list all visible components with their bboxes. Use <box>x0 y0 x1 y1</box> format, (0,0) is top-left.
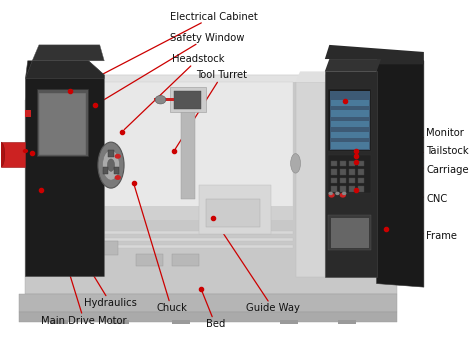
Bar <box>331 218 369 248</box>
Bar <box>331 142 369 148</box>
Bar <box>358 178 364 183</box>
Polygon shape <box>26 75 397 100</box>
Text: Cover: Cover <box>347 50 412 100</box>
Polygon shape <box>377 52 424 64</box>
Polygon shape <box>26 100 397 294</box>
Polygon shape <box>18 294 397 312</box>
Bar <box>358 186 364 192</box>
Bar <box>340 160 346 166</box>
Bar <box>331 110 369 117</box>
Bar <box>330 91 370 150</box>
Polygon shape <box>18 312 397 322</box>
Bar <box>154 98 174 102</box>
Bar <box>36 89 89 156</box>
Polygon shape <box>377 54 424 287</box>
Ellipse shape <box>0 142 5 167</box>
Bar <box>331 186 337 192</box>
Bar <box>50 320 68 324</box>
Bar <box>104 238 293 241</box>
Circle shape <box>328 193 335 198</box>
Bar <box>174 91 201 109</box>
Bar <box>331 178 337 183</box>
Text: Electrical Cabinet: Electrical Cabinet <box>73 12 257 89</box>
Polygon shape <box>325 45 424 59</box>
Polygon shape <box>170 87 206 112</box>
Ellipse shape <box>98 142 124 188</box>
Bar <box>26 110 31 118</box>
Polygon shape <box>104 206 293 220</box>
Text: Monitor: Monitor <box>359 128 464 151</box>
Polygon shape <box>293 82 302 220</box>
Ellipse shape <box>102 150 119 180</box>
Bar <box>328 89 371 151</box>
Bar <box>331 121 369 127</box>
Bar <box>172 253 199 266</box>
Bar <box>46 241 77 255</box>
Text: Tailstock: Tailstock <box>359 146 469 156</box>
Polygon shape <box>296 71 325 82</box>
Bar <box>349 160 355 166</box>
Bar <box>328 215 371 250</box>
Polygon shape <box>325 59 381 71</box>
Bar <box>114 167 119 174</box>
Bar <box>358 160 364 166</box>
Circle shape <box>340 193 346 198</box>
Polygon shape <box>199 185 271 234</box>
Bar <box>340 186 346 192</box>
Bar <box>39 93 86 154</box>
Text: Headstock: Headstock <box>124 54 224 130</box>
Bar <box>111 320 129 324</box>
Bar <box>328 154 371 193</box>
Circle shape <box>23 149 28 153</box>
Bar <box>103 167 108 174</box>
Text: Guide Way: Guide Way <box>215 220 300 313</box>
Bar <box>340 178 346 183</box>
Text: Frame: Frame <box>388 229 457 241</box>
Bar <box>172 320 190 324</box>
Text: Tool Turret: Tool Turret <box>175 70 247 149</box>
Bar <box>104 245 293 248</box>
Bar <box>338 320 356 324</box>
Bar <box>108 150 114 157</box>
Circle shape <box>155 95 166 104</box>
Polygon shape <box>296 82 325 277</box>
Bar <box>104 231 293 234</box>
Polygon shape <box>325 71 377 277</box>
Bar <box>331 100 369 106</box>
Text: Main Drive Motor: Main Drive Motor <box>33 155 127 326</box>
Bar <box>349 169 355 175</box>
Bar <box>181 103 195 199</box>
Bar <box>349 178 355 183</box>
Text: Chuck: Chuck <box>134 185 187 313</box>
Text: Safety Window: Safety Window <box>98 33 244 104</box>
Bar <box>358 169 364 175</box>
Text: Hydraulics: Hydraulics <box>43 192 137 308</box>
Bar <box>206 199 260 227</box>
Circle shape <box>342 192 346 195</box>
Bar <box>349 186 355 192</box>
Polygon shape <box>32 45 104 61</box>
Polygon shape <box>26 61 104 78</box>
Bar <box>86 241 118 255</box>
Text: CNC: CNC <box>359 190 447 204</box>
Ellipse shape <box>108 159 115 171</box>
Circle shape <box>115 154 121 159</box>
Bar <box>136 253 163 266</box>
Bar <box>331 160 337 166</box>
Ellipse shape <box>291 154 301 173</box>
Bar <box>104 82 293 220</box>
Circle shape <box>328 192 333 195</box>
Bar <box>331 132 369 138</box>
Circle shape <box>115 175 121 180</box>
Bar <box>340 169 346 175</box>
Bar <box>280 320 298 324</box>
Polygon shape <box>0 142 26 167</box>
Text: Bed: Bed <box>202 291 225 329</box>
Text: Carriage: Carriage <box>359 162 469 175</box>
Circle shape <box>335 192 340 195</box>
Polygon shape <box>26 61 104 277</box>
Bar <box>331 169 337 175</box>
